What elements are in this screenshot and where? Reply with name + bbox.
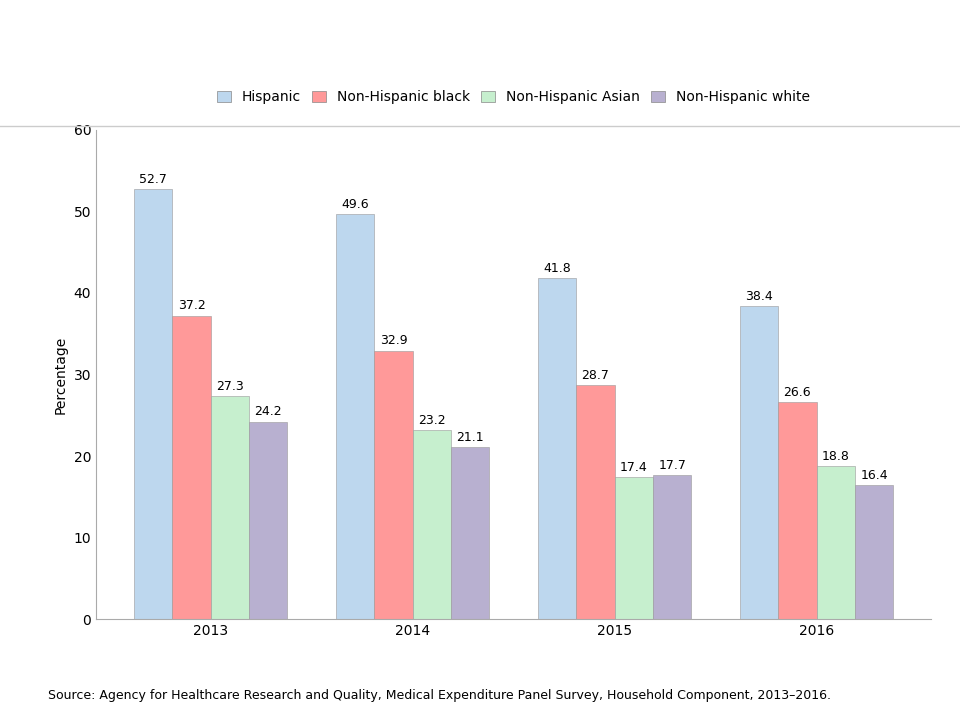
- Bar: [413, 430, 451, 619]
- Text: 52.7: 52.7: [139, 173, 167, 186]
- Text: 17.7: 17.7: [659, 459, 686, 472]
- Legend: Hispanic, Non-Hispanic black, Non-Hispanic Asian, Non-Hispanic white: Hispanic, Non-Hispanic black, Non-Hispan…: [214, 88, 813, 107]
- Bar: [374, 351, 413, 619]
- Text: 41.8: 41.8: [543, 262, 571, 275]
- Bar: [538, 278, 576, 619]
- Text: 49.6: 49.6: [341, 198, 369, 211]
- Text: Figure 8. Percentage of non-elderly adults, ages 18–64, who
were ever uninsured : Figure 8. Percentage of non-elderly adul…: [80, 29, 765, 92]
- Text: 32.9: 32.9: [379, 335, 407, 348]
- Bar: [249, 422, 287, 619]
- Text: Source: Agency for Healthcare Research and Quality, Medical Expenditure Panel Su: Source: Agency for Healthcare Research a…: [48, 689, 831, 702]
- Y-axis label: Percentage: Percentage: [54, 336, 68, 413]
- Text: 23.2: 23.2: [418, 413, 445, 427]
- Bar: [817, 466, 854, 619]
- Text: 21.1: 21.1: [456, 431, 484, 444]
- Text: 38.4: 38.4: [745, 289, 773, 302]
- Ellipse shape: [845, 0, 960, 163]
- Text: 16.4: 16.4: [860, 469, 888, 482]
- Bar: [210, 397, 249, 619]
- Bar: [173, 315, 210, 619]
- Bar: [740, 306, 779, 619]
- Bar: [854, 485, 893, 619]
- Bar: [134, 189, 173, 619]
- Bar: [653, 474, 691, 619]
- Text: 27.3: 27.3: [216, 380, 244, 393]
- Text: 17.4: 17.4: [620, 461, 648, 474]
- Bar: [576, 385, 614, 619]
- Text: 18.8: 18.8: [822, 449, 850, 462]
- Bar: [336, 215, 374, 619]
- Text: 26.6: 26.6: [783, 386, 811, 399]
- Bar: [451, 447, 490, 619]
- Bar: [779, 402, 817, 619]
- Text: 24.2: 24.2: [254, 405, 282, 418]
- Text: 28.7: 28.7: [582, 369, 610, 382]
- Bar: [614, 477, 653, 619]
- Text: 37.2: 37.2: [178, 300, 205, 312]
